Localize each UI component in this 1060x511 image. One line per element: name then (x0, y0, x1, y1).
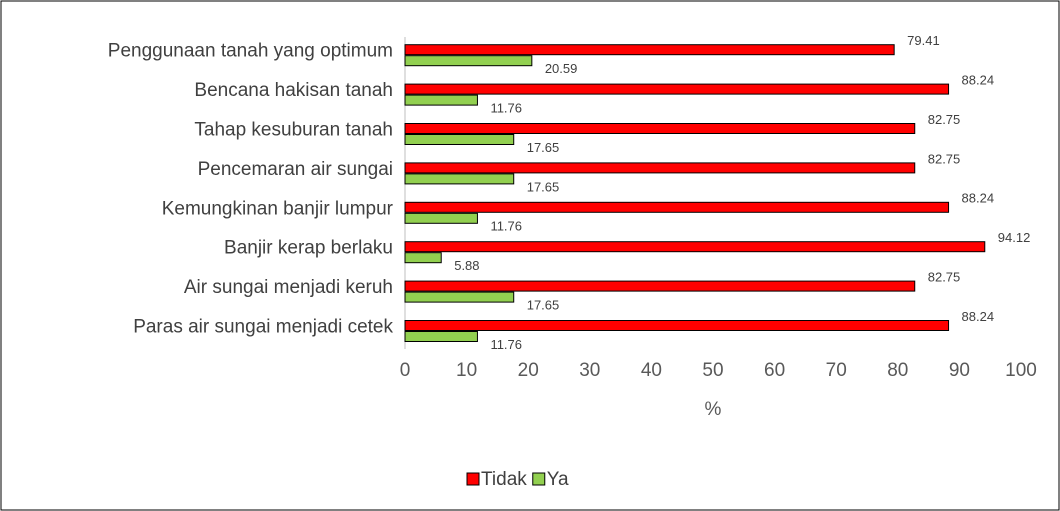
x-tick-label: 0 (400, 360, 411, 381)
bar (404, 331, 478, 342)
value-label: 11.76 (490, 219, 522, 234)
y-tick-label: Penggunaan tanah yang optimum (108, 41, 393, 62)
bar (404, 173, 515, 185)
x-tick-label: 80 (887, 360, 908, 381)
bar (404, 134, 515, 145)
x-tick-label: 20 (518, 360, 539, 381)
x-tick-label: 50 (702, 360, 723, 381)
legend-label: Ya (547, 469, 569, 490)
y-tick-label: Banjir kerap berlaku (224, 238, 393, 259)
y-tick-label: Paras air sungai menjadi cetek (133, 317, 393, 338)
value-label: 11.76 (490, 337, 522, 352)
value-label: 20.59 (545, 61, 578, 76)
y-tick-label: Tahap kesuburan tanah (194, 120, 393, 141)
legend-swatch (532, 472, 546, 486)
bar (404, 291, 515, 303)
value-label: 82.75 (928, 270, 961, 285)
value-label: 11.76 (490, 101, 522, 116)
x-tick-label: 40 (641, 360, 662, 381)
x-tick-label: 60 (764, 360, 785, 381)
bar (404, 94, 478, 106)
bar (404, 241, 986, 253)
bar (404, 44, 895, 56)
value-label: 88.24 (962, 309, 995, 324)
x-tick-label: 10 (456, 360, 477, 381)
bar (404, 123, 916, 134)
value-label: 17.65 (527, 140, 560, 155)
value-label: 88.24 (962, 191, 995, 206)
bar (404, 212, 478, 224)
bar (404, 55, 533, 67)
bar (404, 162, 916, 174)
y-tick-label: Air sungai menjadi keruh (184, 277, 393, 298)
legend-swatch (466, 472, 480, 486)
value-label: 94.12 (998, 230, 1031, 245)
bar (404, 252, 442, 264)
value-label: 82.75 (928, 112, 961, 127)
x-tick-label: 30 (579, 360, 600, 381)
x-axis-label: % (705, 399, 722, 420)
y-tick-label: Pencemaran air sungai (198, 159, 393, 180)
y-tick-label: Kemungkinan banjir lumpur (162, 198, 394, 219)
bar (404, 83, 950, 95)
x-tick-label: 90 (949, 360, 970, 381)
legend-label: Tidak (481, 469, 527, 490)
value-label: 5.88 (454, 258, 479, 273)
bar (404, 201, 950, 213)
value-label: 79.41 (907, 33, 940, 48)
x-tick-label: 100 (1005, 360, 1037, 381)
y-tick-label: Bencana hakisan tanah (194, 80, 393, 101)
value-label: 82.75 (928, 151, 961, 166)
value-label: 17.65 (527, 179, 560, 194)
value-label: 17.65 (527, 298, 560, 313)
value-label: 88.24 (962, 73, 995, 88)
bar (404, 280, 916, 292)
bar (404, 320, 950, 331)
x-tick-label: 70 (826, 360, 847, 381)
